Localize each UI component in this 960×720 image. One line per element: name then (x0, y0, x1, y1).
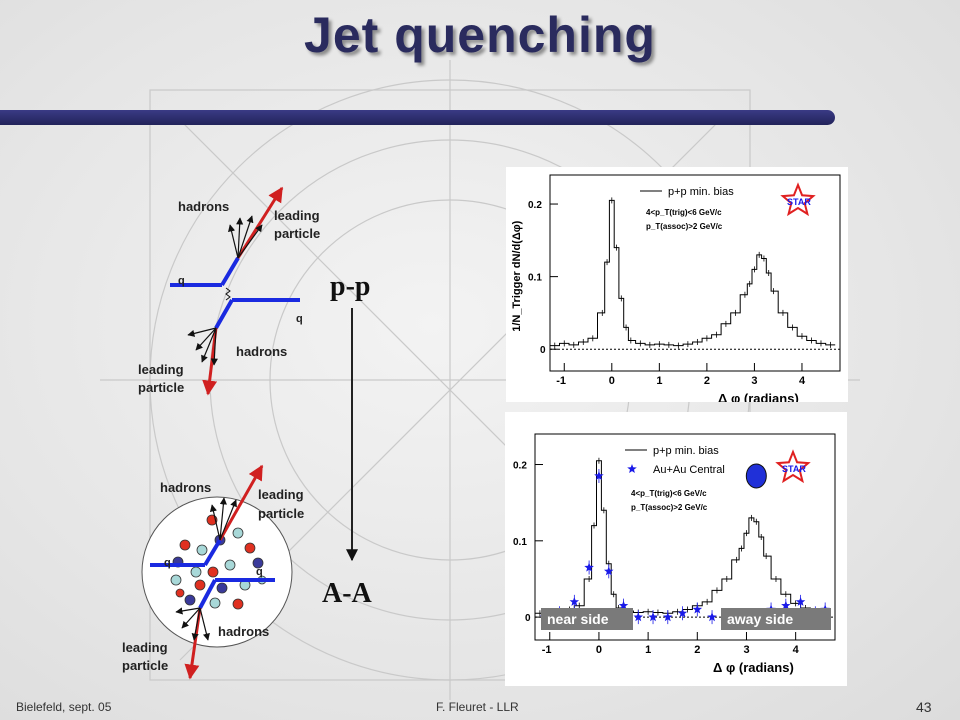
auau-point (677, 608, 688, 618)
pp-leading-top-label-2: particle (274, 226, 320, 241)
away-side-label: away side (727, 611, 793, 627)
x-tick-label: 2 (704, 375, 710, 387)
auau-point (584, 562, 594, 572)
auau-point (648, 612, 658, 622)
pp-leading-top-label-1: leading (274, 208, 320, 223)
near-side-bg (541, 608, 633, 630)
legend-pp-label: p+p min. bias (668, 186, 734, 198)
footer-author: F. Fleuret - LLR (436, 700, 519, 714)
legend-pp-label: p+p min. bias (653, 445, 719, 457)
star-logo-text: STAR (787, 197, 811, 207)
star-logo-outline (775, 449, 811, 484)
aa-hadrons-bottom-label: hadrons (218, 624, 269, 639)
page-number: 43 (916, 699, 932, 715)
highlight-marker (745, 463, 767, 489)
x-tick-label: -1 (542, 644, 552, 656)
star-logo: STAR (780, 182, 816, 217)
x-tick-label: 4 (799, 375, 806, 387)
aa-label: A-A (322, 578, 373, 609)
title-underline-bar (0, 110, 835, 125)
auau-point (795, 596, 806, 606)
auau-point (594, 471, 604, 480)
x-tick-label: 2 (694, 644, 700, 656)
auau-point (604, 566, 614, 576)
annotation-trigger-pt: 4<p_T(trig)<6 GeV/c (646, 208, 722, 217)
annotation-assoc-pt: p_T(assoc)>2 GeV/c (646, 222, 723, 231)
x-tick-label: 0 (596, 644, 602, 656)
pp-diagram (170, 186, 300, 396)
auau-point (707, 612, 717, 622)
x-tick-label: 3 (743, 644, 749, 656)
auau-point (781, 600, 791, 610)
y-tick-label: 0.2 (528, 200, 542, 211)
auau-point (633, 612, 643, 622)
aa-hadrons-top-label: hadrons (160, 480, 211, 495)
x-tick-label: 4 (793, 644, 800, 656)
star-logo-text: STAR (782, 464, 806, 474)
legend-auau-label: Au+Au Central (653, 464, 725, 476)
legend-auau-marker (627, 464, 637, 473)
y-tick-label: 0.1 (513, 537, 527, 548)
x-tick-label: 0 (609, 375, 615, 387)
aa-diagram (141, 464, 293, 680)
aa-q-left-label: q (164, 557, 171, 569)
y-tick-label: 0 (540, 345, 546, 356)
y-axis-label: 1/N_Trigger dN/d(Δφ) (511, 220, 523, 331)
aa-leading-bottom-label-1: leading (122, 640, 168, 655)
annotation-trigger-pt: 4<p_T(trig)<6 GeV/c (631, 489, 707, 498)
pp-hadrons-top-label: hadrons (178, 199, 229, 214)
auau-point (663, 612, 673, 622)
near-side-label: near side (547, 611, 609, 627)
aa-leading-bottom-label-2: particle (122, 658, 168, 673)
pp-q-right-label: q (296, 313, 303, 325)
annotation-assoc-pt: p_T(assoc)>2 GeV/c (631, 503, 708, 512)
auau-point (618, 600, 629, 610)
x-axis-label: Δ φ (radians) (718, 391, 799, 402)
pp-q-left-label: q (178, 275, 185, 287)
aa-leading-top-label-2: particle (258, 506, 304, 521)
pp-hadrons-bottom-label: hadrons (236, 344, 287, 359)
auau-point (569, 596, 580, 606)
auau-correlation-chart: -1 0 1 2 3 4 0 0.1 0.2 Δ φ (radians) p+p min. bias… (505, 412, 847, 686)
y-tick-label: 0.1 (528, 273, 542, 284)
y-tick-label: 0.2 (513, 461, 527, 472)
aa-q-right-label: q (256, 566, 263, 578)
x-tick-label: -1 (556, 375, 566, 387)
pp-correlation-chart: -1 0 1 2 3 4 0 0.1 0.2 Δ φ (radians) 1/N_Trigger d… (506, 167, 848, 402)
star-logo-outline (780, 182, 816, 217)
x-tick-label: 1 (656, 375, 662, 387)
aa-leading-top-label-1: leading (258, 487, 304, 502)
footer-event: Bielefeld, sept. 05 (16, 700, 112, 714)
x-axis-label: Δ φ (radians) (713, 660, 794, 675)
slide-title: Jet quenching (304, 7, 656, 63)
plot-frame (549, 174, 841, 372)
pp-leading-bottom-label-2: particle (138, 380, 184, 395)
star-logo: STAR (775, 449, 811, 484)
away-side-bg (721, 608, 831, 630)
pp-label: p-p (330, 271, 370, 302)
x-tick-label: 3 (751, 375, 757, 387)
pp-leading-bottom-label-1: leading (138, 362, 184, 377)
pp-histogram (550, 199, 836, 347)
auau-point (692, 604, 703, 614)
y-tick-label: 0 (525, 613, 531, 624)
x-tick-label: 1 (645, 644, 651, 656)
